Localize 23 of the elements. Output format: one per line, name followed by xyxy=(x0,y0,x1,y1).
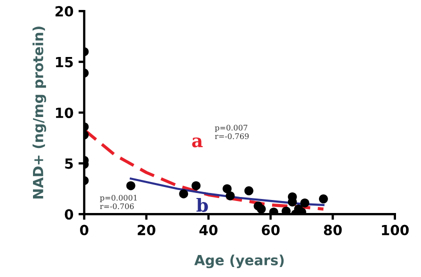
x-axis-title: Age (years) xyxy=(194,254,284,268)
y-tick-label: 0 xyxy=(64,209,74,220)
point xyxy=(256,204,266,214)
point xyxy=(318,194,328,204)
y-tick-label: 5 xyxy=(65,158,73,169)
point xyxy=(192,181,201,190)
point xyxy=(226,191,235,200)
x-tick-label: 80 xyxy=(324,224,342,236)
point xyxy=(179,189,188,198)
y-tick-label: 15 xyxy=(56,56,73,68)
x-tick-label: 40 xyxy=(199,224,218,236)
x-tick-label: 100 xyxy=(382,224,409,236)
text: a xyxy=(192,137,203,148)
x-tick-label: 0 xyxy=(80,224,88,236)
x-tick-label: 20 xyxy=(138,224,156,236)
x-tick-label: 60 xyxy=(262,224,280,236)
y-axis-title: NAD+ (ng/mg protein) xyxy=(32,26,46,198)
point xyxy=(300,198,310,208)
series-label: b xyxy=(196,198,208,212)
y-tick-label: 10 xyxy=(56,108,74,118)
point xyxy=(222,184,232,194)
y-tick-label: 20 xyxy=(56,6,74,17)
point xyxy=(244,186,254,196)
